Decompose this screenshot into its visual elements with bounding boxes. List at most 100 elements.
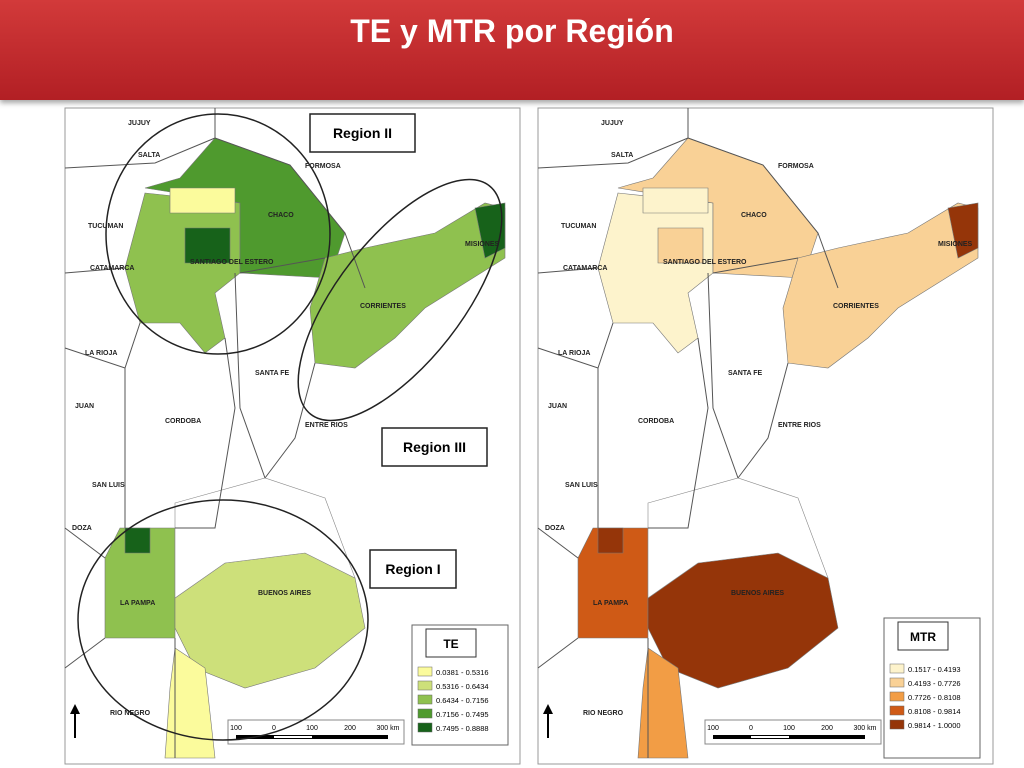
scale-label: 100 bbox=[783, 725, 795, 732]
legend-label: 0.6434 - 0.7156 bbox=[436, 696, 489, 705]
place-label: CATAMARCA bbox=[563, 265, 607, 272]
region-fill bbox=[657, 227, 704, 264]
legend-swatch bbox=[417, 666, 433, 677]
north-arrow-head bbox=[543, 704, 553, 714]
place-label: BUENOS AIRES bbox=[258, 590, 311, 597]
province-border bbox=[648, 337, 709, 529]
title-bar: TE y MTR por Región bbox=[0, 0, 1024, 100]
region-fill bbox=[169, 187, 236, 214]
place-label: CORDOBA bbox=[165, 418, 201, 425]
region-box bbox=[309, 113, 416, 153]
province-border bbox=[64, 108, 216, 169]
legend-title: TE bbox=[443, 637, 458, 651]
place-label: LA PAMPA bbox=[120, 600, 155, 607]
legend-swatch bbox=[889, 691, 905, 702]
legend-swatch bbox=[417, 694, 433, 705]
region-label: Region II bbox=[333, 125, 392, 141]
region-label: Region III bbox=[403, 439, 466, 455]
legend-label: 0.7156 - 0.7495 bbox=[436, 710, 489, 719]
place-label: CHACO bbox=[268, 212, 294, 219]
region-fill bbox=[637, 647, 689, 759]
region-blank bbox=[647, 477, 829, 599]
place-label: CHACO bbox=[741, 212, 767, 219]
legend-label: 0.1517 - 0.4193 bbox=[908, 665, 961, 674]
place-label: ENTRE RIOS bbox=[305, 422, 348, 429]
province-border bbox=[214, 137, 366, 289]
region-fill bbox=[104, 527, 176, 639]
legend-title-box bbox=[425, 628, 477, 658]
province-border bbox=[64, 267, 126, 274]
region-blank bbox=[174, 477, 356, 599]
scale-bar-gap bbox=[751, 736, 789, 738]
place-label: RIO NEGRO bbox=[583, 710, 624, 717]
place-label: JUJUY bbox=[128, 120, 151, 127]
legend-title-box bbox=[897, 621, 949, 651]
place-label: DOZA bbox=[545, 525, 565, 532]
legend-label: 0.5316 - 0.6434 bbox=[436, 682, 489, 691]
place-label: LA RIOJA bbox=[558, 350, 590, 357]
place-label: BUENOS AIRES bbox=[731, 590, 784, 597]
scale-label: 0 bbox=[749, 725, 753, 732]
legend-label: 0.8108 - 0.9814 bbox=[908, 707, 961, 716]
place-label: SALTA bbox=[611, 152, 633, 159]
province-border bbox=[537, 637, 579, 669]
legend-swatch bbox=[889, 705, 905, 716]
scale-box bbox=[227, 719, 405, 745]
place-label: CATAMARCA bbox=[90, 265, 134, 272]
region-fill bbox=[947, 202, 979, 259]
region-outline bbox=[105, 113, 331, 355]
place-label: MISIONES bbox=[465, 241, 500, 248]
place-label: ENTRE RIOS bbox=[778, 422, 821, 429]
region-fill bbox=[184, 227, 231, 264]
legend-swatch bbox=[889, 663, 905, 674]
legend-label: 0.4193 - 0.7726 bbox=[908, 679, 961, 688]
province-border bbox=[175, 337, 236, 529]
legend-label: 0.7726 - 0.8108 bbox=[908, 693, 961, 702]
legend-swatch bbox=[417, 680, 433, 691]
legend-swatch bbox=[889, 719, 905, 730]
place-label: CORRIENTES bbox=[360, 303, 406, 310]
place-label: LA PAMPA bbox=[593, 600, 628, 607]
legend-label: 0.0381 - 0.5316 bbox=[436, 668, 489, 677]
province-border bbox=[537, 267, 599, 274]
place-label: SAN LUIS bbox=[92, 482, 125, 489]
place-label: JUJUY bbox=[601, 120, 624, 127]
place-label: MISIONES bbox=[938, 241, 973, 248]
province-border bbox=[239, 257, 326, 274]
region-box bbox=[369, 549, 457, 589]
legend-swatch bbox=[889, 677, 905, 688]
scale-label: 0 bbox=[272, 725, 276, 732]
province-border bbox=[707, 272, 739, 479]
place-label: DOZA bbox=[72, 525, 92, 532]
region-fill bbox=[577, 527, 649, 639]
place-label: SAN LUIS bbox=[565, 482, 598, 489]
scale-label: 100 bbox=[306, 725, 318, 732]
scale-label: 200 bbox=[344, 725, 356, 732]
place-label: CORRIENTES bbox=[833, 303, 879, 310]
place-label: FORMOSA bbox=[778, 163, 814, 170]
province-border bbox=[537, 527, 579, 559]
province-border bbox=[687, 137, 839, 289]
scale-bar-gap bbox=[274, 736, 312, 738]
place-label: SANTA FE bbox=[255, 370, 290, 377]
place-label: SANTIAGO DEL ESTERO bbox=[190, 259, 274, 266]
scale-label: 200 bbox=[821, 725, 833, 732]
region-box bbox=[381, 427, 488, 467]
province-border bbox=[234, 272, 266, 479]
scale-label: 300 km bbox=[854, 725, 877, 732]
province-border bbox=[712, 257, 799, 274]
region-fill bbox=[124, 527, 151, 554]
place-label: JUAN bbox=[75, 403, 94, 410]
place-label: LA RIOJA bbox=[85, 350, 117, 357]
legend-label: 0.7495 - 0.8888 bbox=[436, 724, 489, 733]
place-label: SALTA bbox=[138, 152, 160, 159]
region-fill bbox=[597, 527, 624, 554]
scale-label: 100 bbox=[230, 725, 242, 732]
province-border bbox=[537, 108, 689, 169]
north-arrow-head bbox=[70, 704, 80, 714]
province-border bbox=[64, 527, 106, 559]
scale-box bbox=[704, 719, 882, 745]
place-label: RIO NEGRO bbox=[110, 710, 151, 717]
